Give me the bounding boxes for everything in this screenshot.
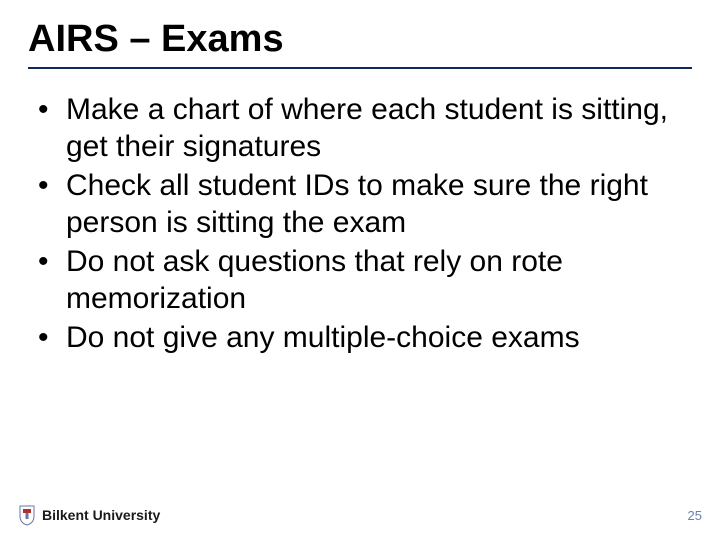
bullet-list: Make a chart of where each student is si…	[28, 91, 692, 356]
crest-detail	[26, 513, 29, 519]
bullet-item: Make a chart of where each student is si…	[36, 91, 692, 165]
university-crest-icon	[18, 504, 36, 526]
crest-accent	[23, 509, 31, 513]
footer-left: Bilkent University	[18, 504, 160, 526]
title-underline	[28, 67, 692, 69]
bullet-item: Check all student IDs to make sure the r…	[36, 167, 692, 241]
bullet-item: Do not ask questions that rely on rote m…	[36, 243, 692, 317]
slide-title: AIRS – Exams	[28, 18, 692, 61]
slide-footer: Bilkent University 25	[18, 504, 702, 526]
slide-container: AIRS – Exams Make a chart of where each …	[0, 0, 720, 540]
university-name: Bilkent University	[42, 507, 160, 523]
page-number: 25	[688, 508, 702, 523]
bullet-item: Do not give any multiple-choice exams	[36, 319, 692, 356]
